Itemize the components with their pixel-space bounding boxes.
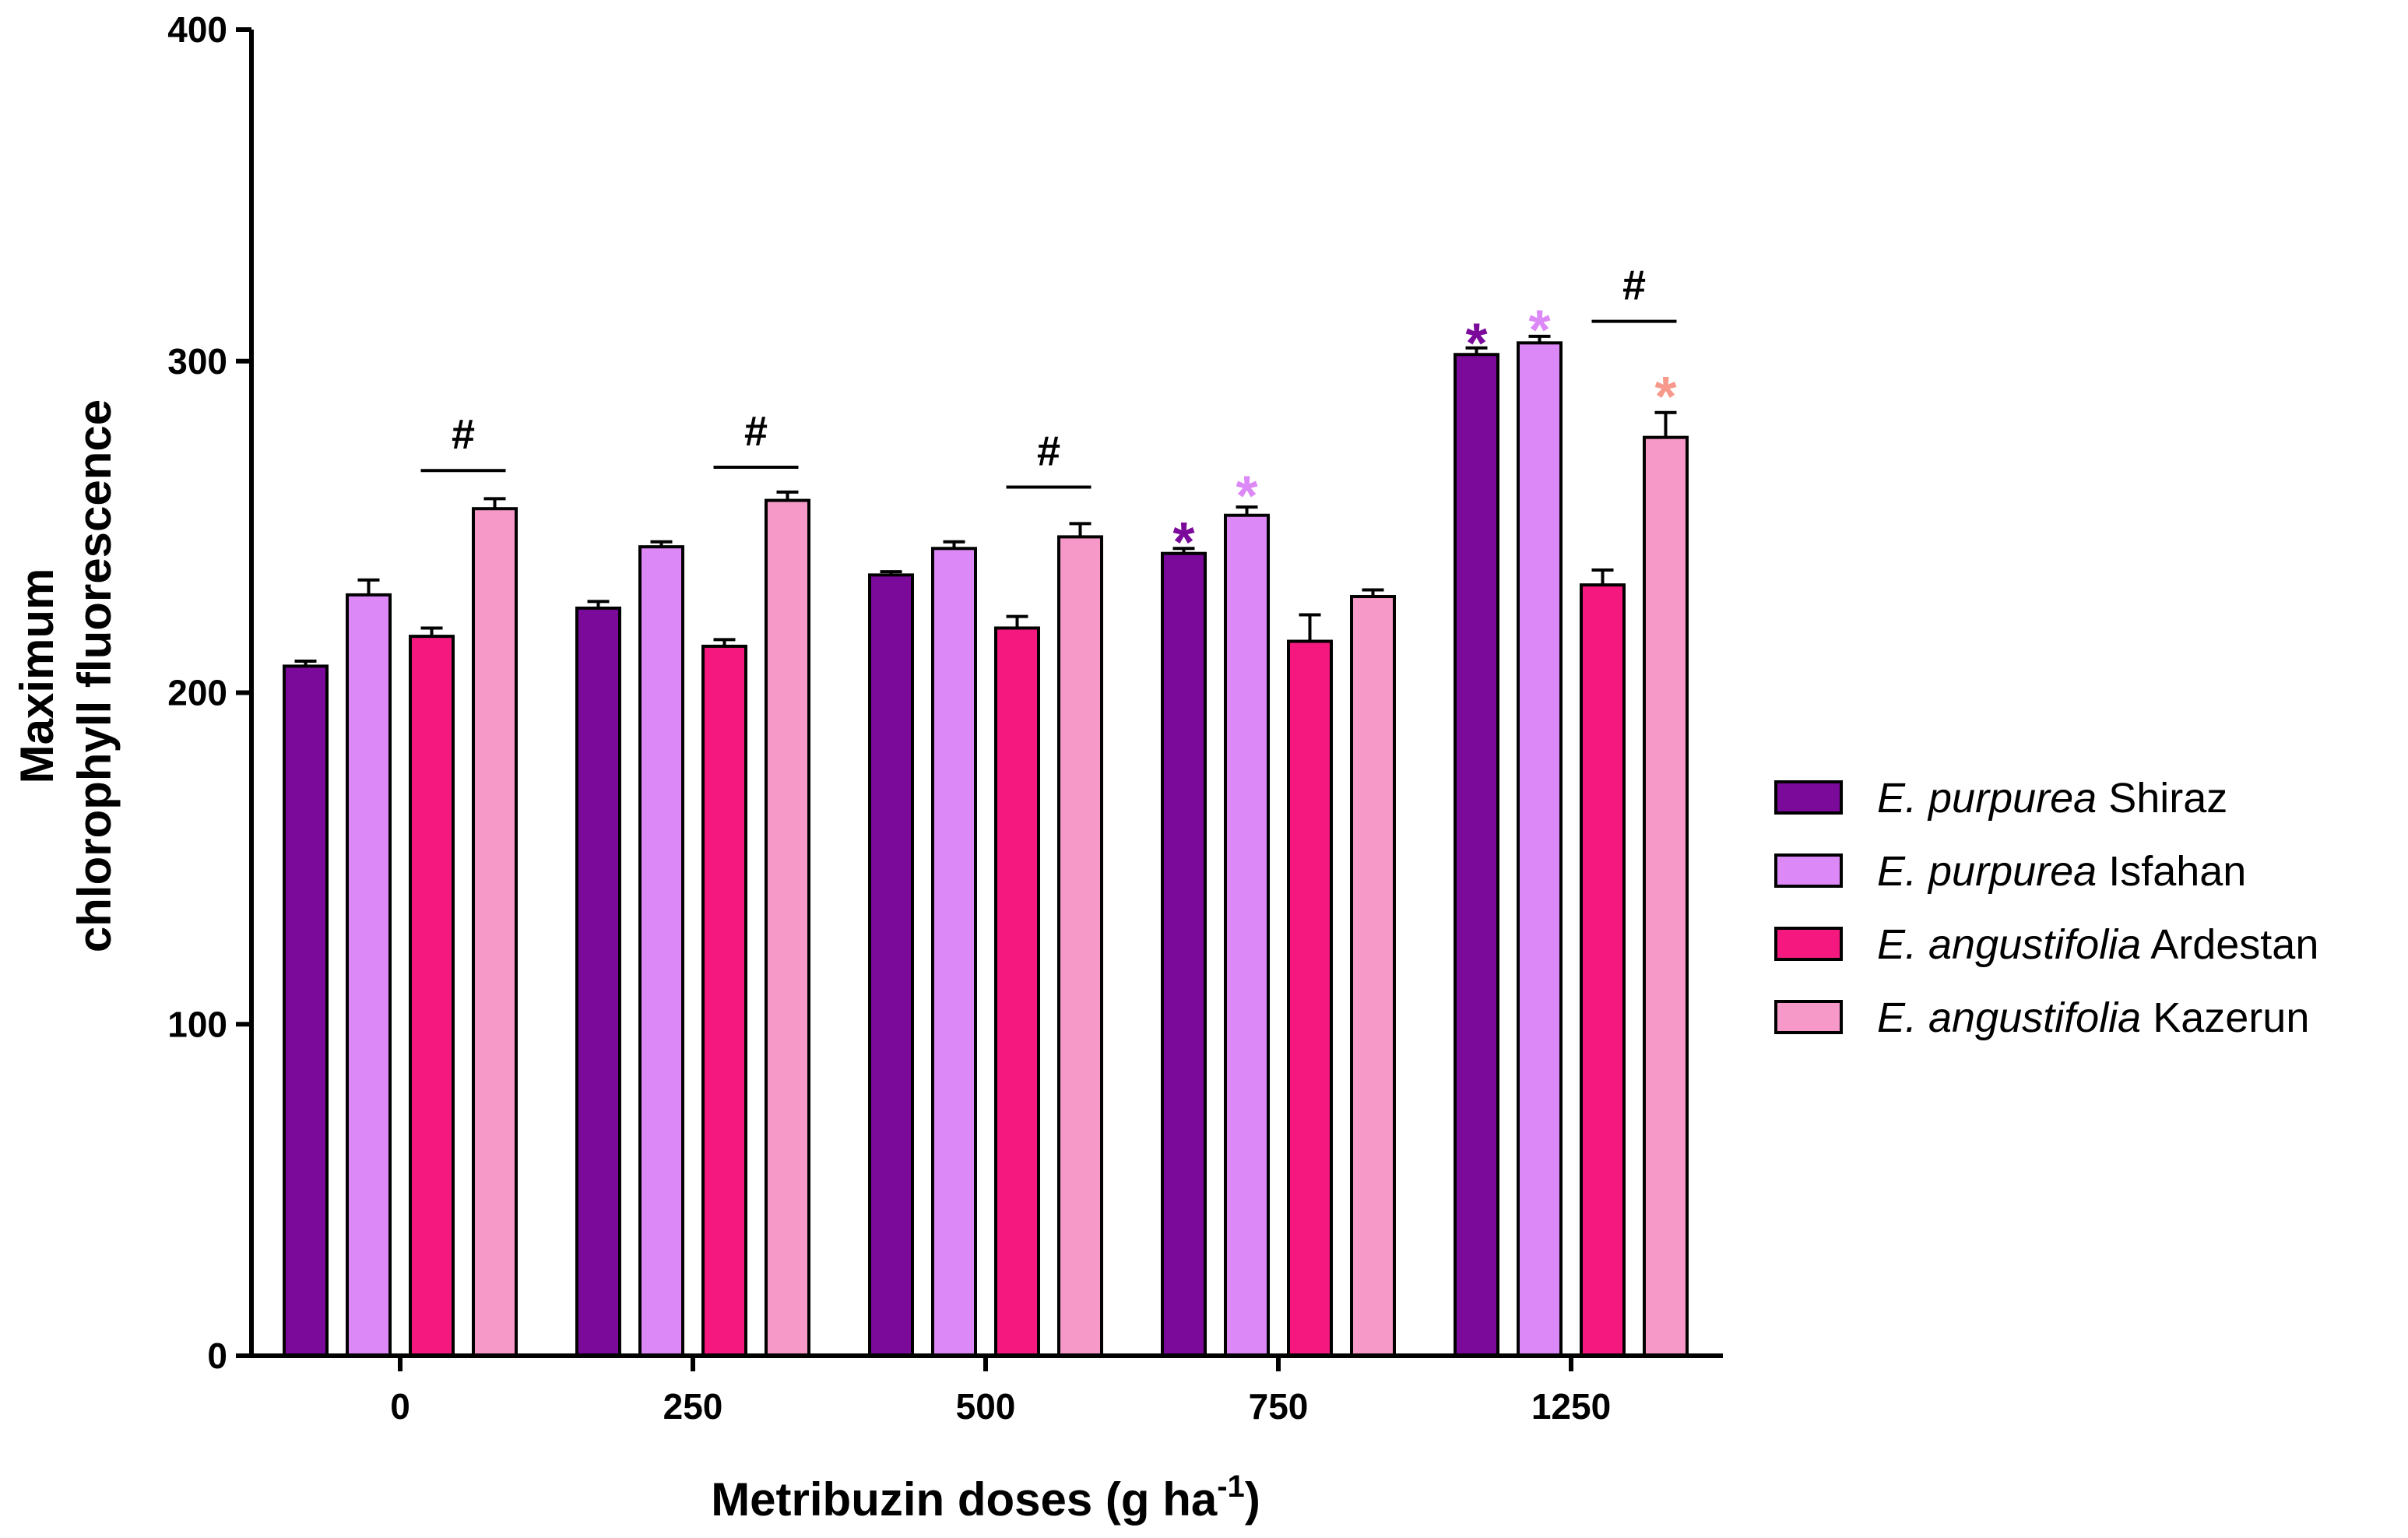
bars-layer [283, 341, 1689, 1358]
error-bar-s3-c0 [483, 497, 506, 509]
error-bar-s2-c2 [1006, 614, 1028, 628]
legend-label-2: E. angustifolia Ardestan [1877, 921, 2318, 968]
x-tick-label-1: 250 [663, 1386, 723, 1427]
x-ticks: 0 250 500 750 1250 [390, 1356, 1611, 1427]
x-axis-title-end: ) [1245, 1473, 1260, 1526]
bar-s1-c4 [1517, 341, 1563, 1357]
bar-s0-c2 [868, 573, 914, 1357]
legend-label-species-0: E. purpurea [1877, 775, 2097, 822]
error-bar-s3-c1 [776, 490, 799, 501]
bar-s2-c3 [1287, 639, 1333, 1357]
bar-s2-c2 [994, 626, 1040, 1357]
error-bar-s1-c1 [650, 540, 673, 547]
y-axis-title-line2: chlorophyll fluorescence [69, 399, 121, 952]
bar-s3-c0 [472, 507, 518, 1357]
error-bar-s1-c4 [1528, 334, 1551, 343]
x-axis-title-superscript: -1 [1217, 1469, 1245, 1504]
y-tick-label-1: 100 [167, 1004, 227, 1044]
legend-swatch-0 [1774, 780, 1843, 815]
x-tick-label-0: 0 [390, 1386, 410, 1427]
significance-annotations: # # # * * * * # * [420, 262, 1677, 574]
legend-label-3: E. angustifolia Kazerun [1877, 994, 2309, 1041]
error-bar-s2-c0 [420, 626, 443, 637]
bar-s0-c1 [575, 606, 621, 1357]
significance-hash-1: # [744, 408, 768, 455]
error-bar-s3-c2 [1069, 522, 1092, 537]
significance-star-8: * [1654, 366, 1676, 428]
significance-hash-0: # [452, 411, 475, 458]
y-tick-label-0: 0 [207, 1336, 227, 1376]
bar-s1-c3 [1224, 513, 1270, 1357]
error-bar-s0-c3 [1172, 547, 1195, 554]
bar-s1-c0 [346, 593, 392, 1357]
significance-star-5: * [1465, 313, 1487, 375]
error-bar-s0-c1 [587, 600, 610, 608]
significance-hash-2: # [1037, 428, 1060, 475]
legend-swatch-2 [1774, 927, 1843, 961]
legend-label-species-3: E. angustifolia [1877, 994, 2141, 1041]
bar-s3-c1 [765, 498, 810, 1358]
bar-s0-c4 [1454, 353, 1499, 1357]
y-tick-label-4: 400 [167, 9, 227, 50]
error-bar-s2-c1 [713, 638, 736, 646]
bar-s3-c4 [1643, 435, 1689, 1357]
legend-label-species-2: E. angustifolia [1877, 921, 2141, 968]
error-bar-s3-c4 [1654, 410, 1677, 438]
significance-star-3: * [1172, 512, 1194, 574]
legend-label-0: E. purpurea Shiraz [1877, 775, 2227, 822]
error-bar-s0-c4 [1465, 346, 1488, 355]
error-bar-s2-c3 [1299, 613, 1321, 642]
x-axis-title: Metribuzin doses (g ha-1) [711, 1469, 1260, 1526]
error-bar-s0-c2 [880, 570, 902, 575]
y-tick-label-3: 300 [167, 341, 227, 382]
legend-label-1: E. purpurea Isfahan [1877, 848, 2246, 895]
error-bar-s1-c0 [357, 578, 380, 595]
significance-hash-7: # [1622, 262, 1646, 309]
x-tick-label-3: 750 [1249, 1386, 1309, 1427]
error-bar-s0-c0 [294, 660, 317, 667]
significance-star-6: * [1528, 300, 1550, 362]
x-tick-label-4: 1250 [1531, 1386, 1611, 1427]
legend-label-site-3: Kazerun [2141, 994, 2309, 1041]
bar-s2-c4 [1580, 583, 1626, 1357]
error-bar-s1-c3 [1236, 505, 1258, 516]
legend-label-site-1: Isfahan [2097, 848, 2246, 895]
legend-swatch-3 [1774, 1000, 1843, 1034]
bar-s2-c1 [701, 644, 747, 1357]
bar-s0-c3 [1161, 551, 1207, 1357]
y-tick-label-2: 200 [167, 673, 227, 713]
legend-swatch-1 [1774, 853, 1843, 888]
x-tick-label-2: 500 [956, 1386, 1016, 1427]
legend-label-species-1: E. purpurea [1877, 848, 2097, 895]
y-axis-title-line1: Maximum [11, 568, 63, 784]
significance-star-4: * [1236, 466, 1257, 528]
legend-label-site-2: Ardestan [2141, 921, 2318, 968]
bar-s0-c0 [283, 664, 329, 1357]
error-bar-s1-c2 [943, 540, 965, 549]
bar-s1-c2 [931, 547, 977, 1358]
y-ticks: 0 100 200 300 400 [167, 9, 251, 1376]
axes [249, 30, 1723, 1358]
x-axis-title-main: Metribuzin doses (g ha [711, 1473, 1218, 1526]
error-bars-layer [294, 334, 1677, 667]
bar-s3-c2 [1057, 535, 1103, 1358]
bar-s3-c3 [1350, 595, 1396, 1357]
error-bar-s2-c4 [1591, 568, 1614, 586]
bar-s2-c0 [409, 635, 455, 1357]
error-bar-s3-c3 [1362, 588, 1384, 597]
bar-s1-c1 [638, 545, 684, 1357]
legend-label-site-0: Shiraz [2097, 775, 2227, 822]
